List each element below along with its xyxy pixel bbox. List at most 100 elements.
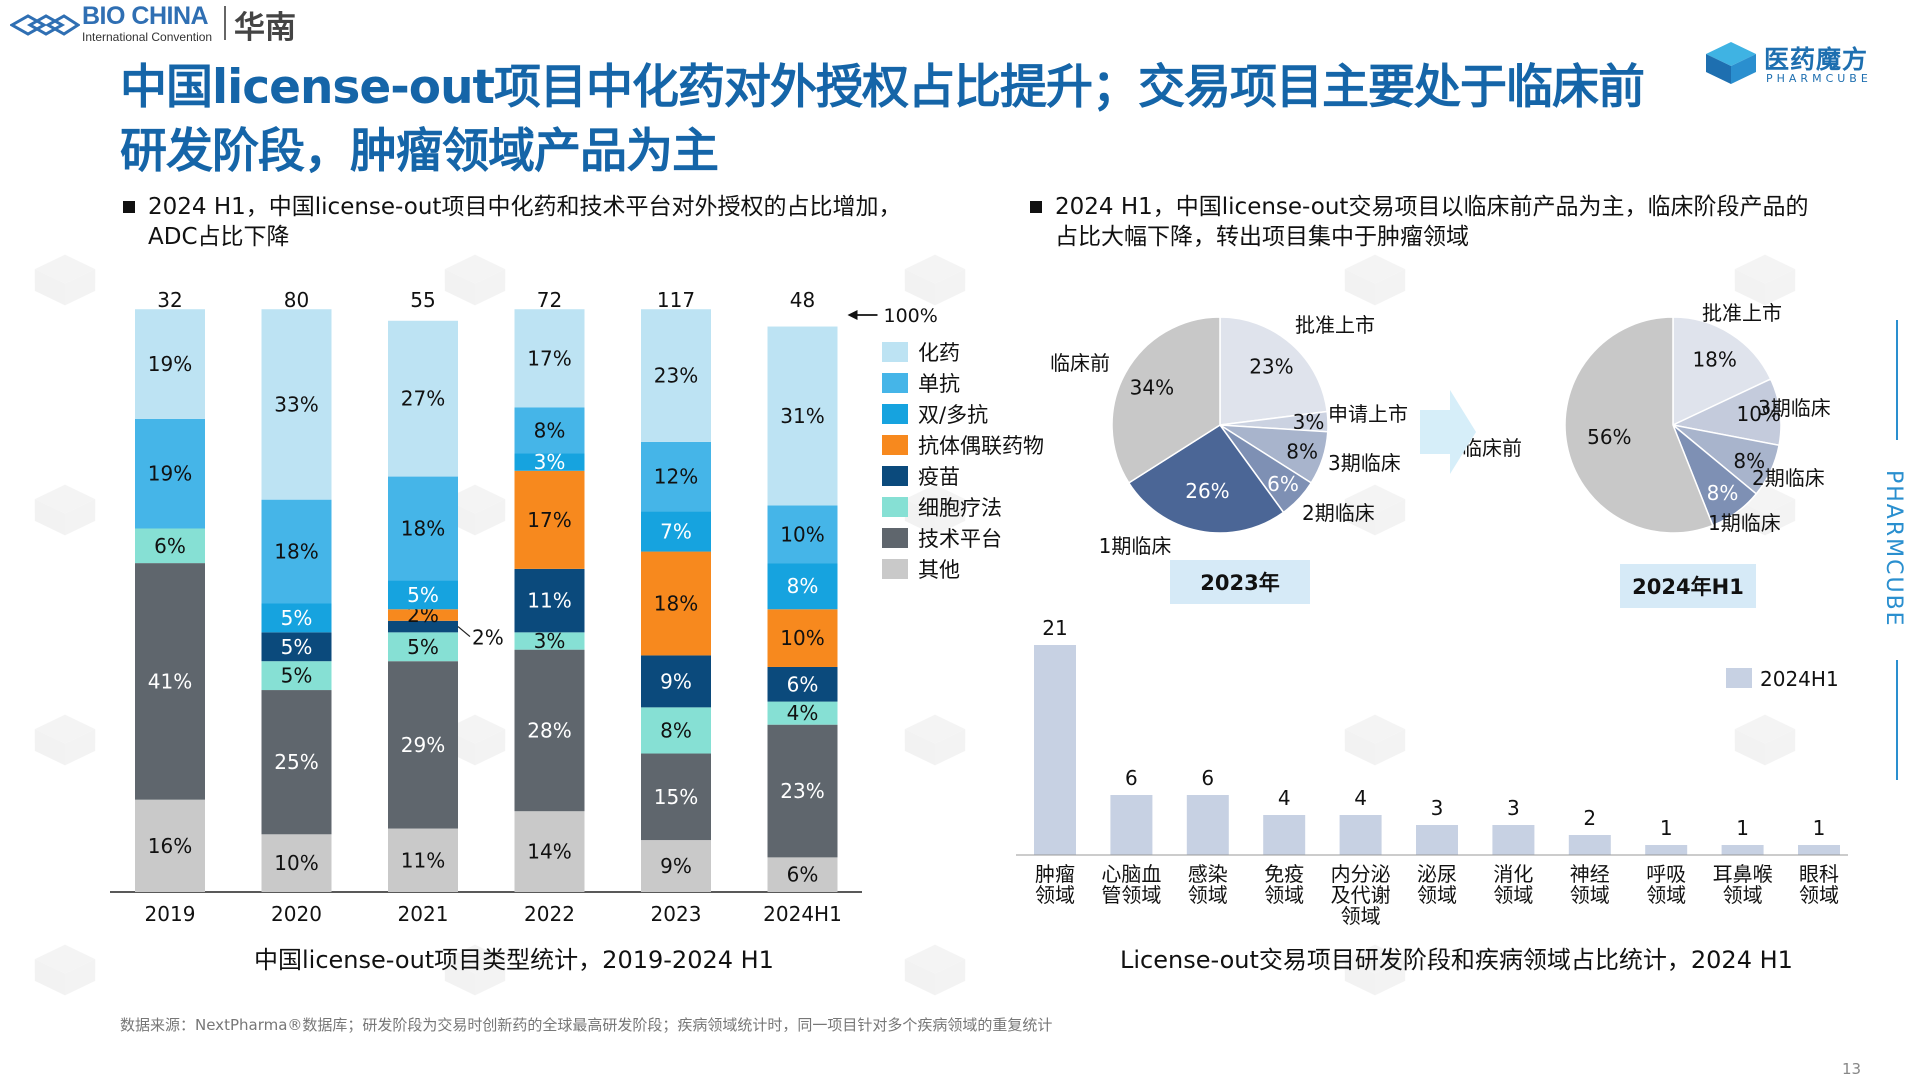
bar-value-label: 2: [1583, 806, 1596, 830]
data-label: 17%: [527, 346, 571, 370]
bar-2019: 16% 41% 6% 19% 19%: [135, 309, 205, 892]
pie-year-button: [1170, 560, 1310, 604]
watermark-icon: [30, 480, 100, 544]
bar-value-label: 6: [1125, 766, 1138, 790]
legend-label: 细胞疗法: [918, 496, 1002, 520]
side-brand: PHARMCUBE: [1881, 320, 1906, 780]
segment-其他: [135, 799, 205, 892]
bar: [1263, 815, 1306, 855]
legend-label: 技术平台: [918, 527, 1002, 551]
watermark-icon: [1340, 250, 1410, 314]
data-label: 28%: [527, 718, 571, 742]
segment-疫苗: [641, 655, 711, 708]
disease-bar-肿瘤领域: 21 肿瘤领域: [1034, 616, 1076, 907]
data-label: 7%: [660, 519, 692, 543]
pie-value-label: 10%: [1736, 402, 1780, 426]
pie-slice-临床前: [1564, 316, 1714, 534]
segment-化药: [135, 309, 205, 419]
data-label: 18%: [274, 540, 318, 564]
legend-item: 双/多抗: [882, 403, 988, 427]
bar-2020: 10% 25% 5% 5% 5% 18% 33%: [261, 309, 332, 892]
pie-value-label: 26%: [1185, 479, 1229, 503]
legend-swatch: [882, 342, 908, 362]
segment-化药: [261, 309, 332, 500]
watermark-icon: [900, 940, 970, 1004]
page-title-line1: 中国license-out项目中化药对外授权占比提升；交易项目主要处于临床前: [120, 60, 1645, 115]
data-label: 18%: [654, 592, 698, 616]
x-tick-label: 消化: [1493, 862, 1533, 886]
segment-单抗: [261, 499, 332, 604]
partner-name-cn: 医药魔方: [1764, 45, 1869, 74]
x-tick-label: 肿瘤: [1035, 862, 1075, 886]
segment-抗体偶联药物: [641, 551, 711, 656]
right-bullet: 2024 H1，中国license-out交易项目以临床前产品为主，临床阶段产品…: [1030, 192, 1830, 252]
data-label: 8%: [534, 418, 566, 442]
data-label: 31%: [780, 404, 824, 428]
segment-疫苗: [767, 666, 838, 702]
data-label: 14%: [527, 840, 571, 864]
bar-2022: 14% 28% 3% 11% 17% 3% 8% 17%: [514, 309, 585, 892]
watermark-icon: [900, 250, 970, 314]
bio-china-logo: BIO CHINA International Convention 华南: [6, 2, 326, 48]
segment-技术平台: [514, 649, 585, 812]
watermark-icon: [1730, 710, 1800, 774]
data-label: 6%: [154, 534, 186, 558]
bullet-square-icon: [1030, 201, 1042, 213]
x-tick-label: 领域: [1493, 883, 1533, 907]
bar-2023: 9% 15% 8% 9% 18% 7% 12% 23%: [641, 309, 711, 892]
legend-label: 单抗: [918, 372, 960, 396]
x-tick-label: 领域: [1417, 883, 1457, 907]
disease-bar-chart: 21肿瘤领域6心脑血管领域6感染领域4免疫领域4内分泌及代谢领域3泌尿领域3消化…: [1016, 616, 1848, 928]
right-bullet-text: 2024 H1，中国license-out交易项目以临床前产品为主，临床阶段产品…: [1055, 194, 1809, 250]
legend-swatch: [1726, 668, 1752, 688]
segment-单抗: [641, 441, 711, 512]
data-label: 5%: [407, 583, 439, 607]
data-label: 15%: [654, 785, 698, 809]
right-chart-caption: License-out交易项目研发阶段和疾病领域占比统计，2024 H1: [1120, 946, 1793, 974]
bar: [1416, 825, 1458, 855]
hundred-label: 100%: [884, 305, 938, 327]
x-tick-label: 领域: [1570, 883, 1610, 907]
data-label: 16%: [148, 834, 192, 858]
pie-category-label: 1期临床: [1099, 534, 1172, 558]
segment-双/多抗: [388, 580, 458, 610]
bar: [1721, 845, 1764, 855]
legend-label: 化药: [918, 341, 960, 365]
left-bullet: 2024 H1，中国license-out项目中化药和技术平台对外授权的占比增加…: [123, 192, 903, 252]
data-label: 5%: [281, 635, 313, 659]
legend-item: 其他: [882, 558, 960, 582]
pie-category-label: 2期临床: [1752, 466, 1825, 490]
pie-value-label: 8%: [1286, 440, 1318, 464]
data-label: 5%: [281, 664, 313, 688]
pie-category-label: 1期临床: [1708, 511, 1781, 535]
legend-label: 疫苗: [918, 465, 960, 489]
segment-双/多抗: [261, 603, 332, 633]
legend-swatch: [882, 373, 908, 393]
x-tick-label: 2024H1: [763, 902, 842, 926]
bar: [1339, 815, 1382, 855]
segment-技术平台: [641, 753, 711, 841]
bio-china-mark-icon: [10, 14, 80, 36]
bar-value-label: 6: [1201, 766, 1214, 790]
legend-swatch: [882, 559, 908, 579]
data-label: 3%: [534, 629, 566, 653]
segment-单抗: [514, 407, 585, 454]
left-chart-caption: 中国license-out项目类型统计，2019-2024 H1: [254, 946, 774, 974]
x-tick-label: 领域: [1341, 904, 1381, 928]
legend-item: 疫苗: [882, 465, 960, 489]
x-tick-label: 耳鼻喉: [1713, 862, 1773, 886]
x-tick-label: 感染: [1188, 862, 1228, 886]
callout-line: [457, 626, 471, 638]
pie-value-label: 18%: [1692, 347, 1736, 371]
source-note: 数据来源：NextPharma®数据库；研发阶段为交易时创新药的全球最高研发阶段…: [120, 1016, 1053, 1034]
pie-category-label: 申请上市: [1328, 402, 1408, 426]
bar-value-label: 1: [1813, 816, 1826, 840]
segment-单抗: [767, 505, 838, 564]
segment-化药: [388, 320, 458, 477]
